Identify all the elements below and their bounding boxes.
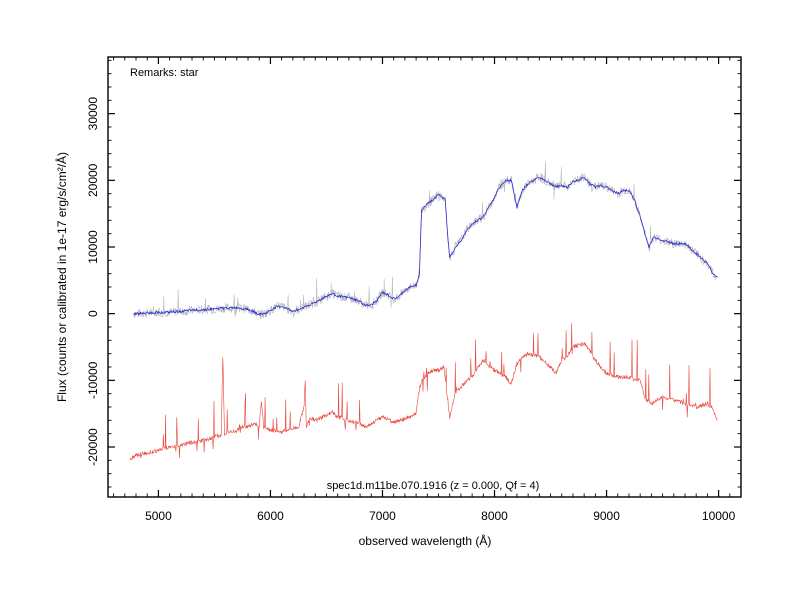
x-tick-label: 5000 (145, 509, 172, 523)
y-tick-label: 0 (86, 310, 100, 317)
spectrum-caption: spec1d.m11be.070.1916 (z = 0.000, Qf = 4… (327, 480, 540, 492)
ticks-layer: 5000 6000 7000 8000 9000 10000 -20000 -10000 0 10… (86, 57, 742, 523)
series-layer (130, 176, 718, 461)
y-axis-label: Flux (counts or calibrated in 1e-17 erg/… (54, 152, 69, 402)
remarks-label: Remarks: star (130, 67, 199, 79)
y-tick-label: 10000 (86, 230, 100, 264)
x-tick-label: 8000 (481, 509, 508, 523)
raw-flux-line (133, 161, 718, 319)
y-tick-label: -20000 (86, 428, 100, 466)
y-tick-label: 20000 (86, 163, 100, 197)
x-tick-label: 9000 (593, 509, 620, 523)
plot-frame (107, 56, 742, 498)
y-tick-label: 30000 (86, 97, 100, 131)
smoothed-flux-line (133, 176, 718, 317)
x-tick-label: 10000 (702, 509, 736, 523)
x-tick-label: 6000 (257, 509, 284, 523)
lower-flux-line (130, 323, 718, 461)
x-axis-label: observed wavelength (Å) (359, 533, 492, 548)
y-tick-label: -10000 (86, 361, 100, 399)
x-tick-label: 7000 (369, 509, 396, 523)
raw-flux-layer (133, 161, 718, 319)
